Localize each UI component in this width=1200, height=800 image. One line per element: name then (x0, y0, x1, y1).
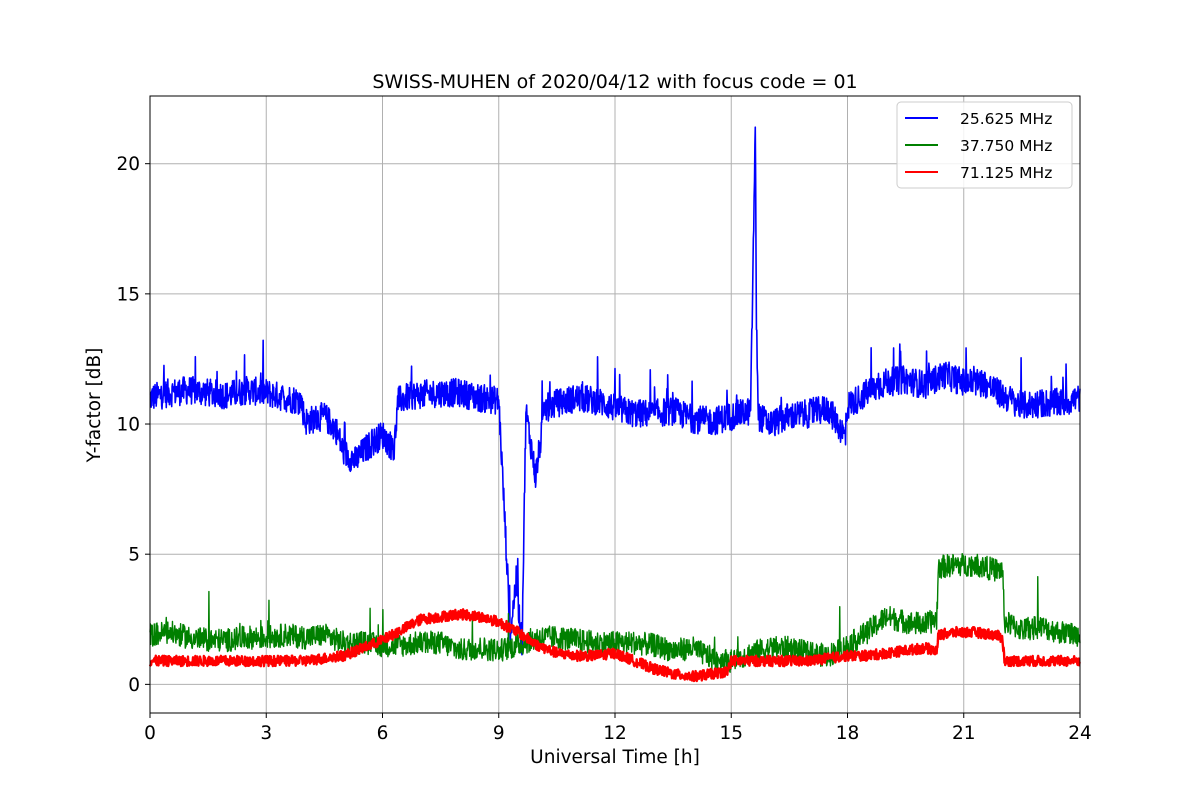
x-tick-label: 15 (719, 723, 743, 744)
x-tick-label: 9 (493, 723, 505, 744)
x-axis-label: Universal Time [h] (530, 747, 700, 768)
x-tick-label: 24 (1068, 723, 1092, 744)
series-line-1 (149, 126, 1081, 656)
x-tick-label: 6 (377, 723, 389, 744)
y-tick-label: 15 (116, 284, 140, 305)
x-tick-label: 12 (603, 723, 627, 744)
y-tick-label: 0 (128, 675, 140, 696)
chart-title: SWISS-MUHEN of 2020/04/12 with focus cod… (372, 71, 857, 93)
series-line-3 (148, 608, 1081, 683)
legend-label-37: 37.750 MHz (960, 137, 1052, 155)
legend-label-25: 25.625 MHz (960, 110, 1052, 128)
x-tick-label: 21 (952, 723, 976, 744)
series-line-2 (149, 552, 1081, 673)
x-tick-label: 0 (144, 723, 156, 744)
y-tick-label: 20 (116, 154, 140, 175)
legend-label-71: 71.125 MHz (960, 164, 1052, 182)
y-tick-label: 5 (128, 545, 140, 566)
legend-box (896, 101, 1073, 189)
axis-ticks: 0 3 6 9 12 15 18 21 24 0 5 10 15 20 (116, 154, 1091, 744)
legend: 25.625 MHz 37.750 MHz 71.125 MHz (896, 101, 1073, 189)
y-axis-label: Y-factor [dB] (84, 348, 105, 464)
x-tick-label: 18 (836, 723, 860, 744)
x-tick-label: 3 (260, 723, 272, 744)
series-lines (148, 126, 1081, 683)
y-tick-label: 10 (116, 415, 140, 436)
